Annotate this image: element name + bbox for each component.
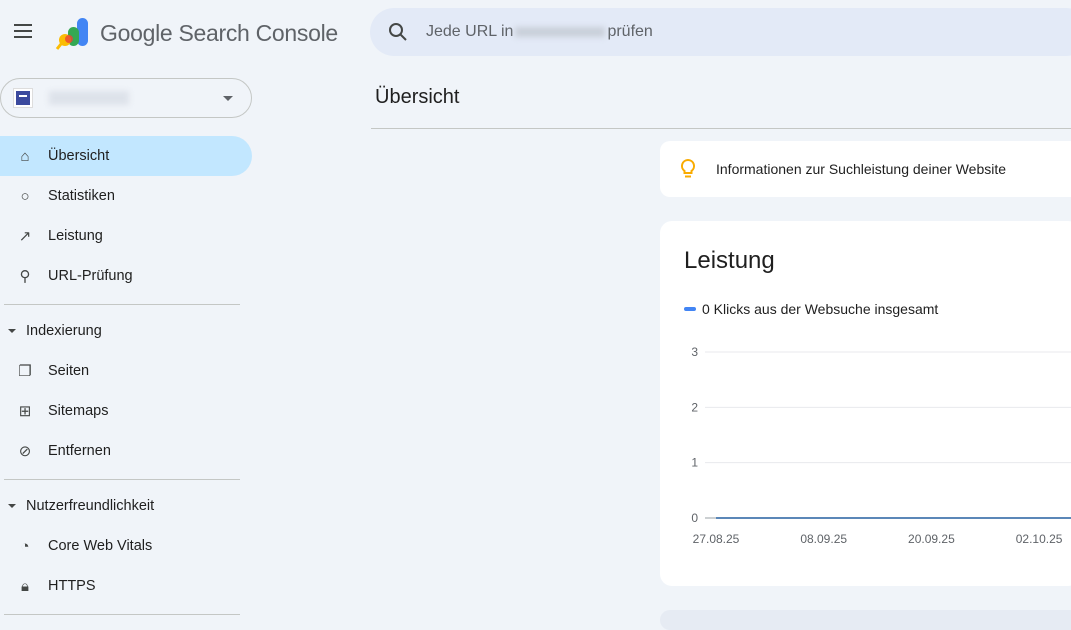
divider	[4, 479, 240, 480]
sidebar-item-label: HTTPS	[48, 578, 96, 594]
redacted-property	[515, 27, 606, 37]
x-tick-label: 27.08.25	[693, 532, 740, 546]
x-tick-label: 20.09.25	[908, 532, 955, 546]
sidebar-item-overview[interactable]: ⌂ Übersicht	[0, 136, 252, 176]
sidebar-item-label: Statistiken	[48, 188, 115, 204]
sidebar-item-performance[interactable]: ↗ Leistung	[0, 216, 252, 256]
legend-swatch	[684, 307, 696, 311]
lightbulb-icon	[680, 158, 696, 178]
search-icon	[389, 23, 407, 41]
sidebar-item-label: Übersicht	[48, 148, 110, 164]
next-card	[660, 610, 1071, 630]
placeholder-prefix: Jede URL in	[426, 23, 514, 40]
caret-down-icon	[8, 329, 16, 337]
sidebar-item-pages[interactable]: ❐ Seiten	[0, 351, 252, 391]
divider	[4, 304, 240, 305]
speed-icon: ◔	[20, 537, 30, 555]
info-banner[interactable]: Informationen zur Suchleistung deiner We…	[660, 141, 1071, 197]
divider	[371, 128, 1071, 129]
sidebar-item-sitemaps[interactable]: ⊞ Sitemaps	[0, 391, 252, 431]
redacted-property-name	[49, 91, 129, 105]
search-placeholder: Jede URL in prüfen	[426, 23, 653, 41]
sidebar-item-label: Leistung	[48, 228, 103, 244]
sidebar-item-label: Seiten	[48, 363, 90, 379]
info-banner-text: Informationen zur Suchleistung deiner We…	[716, 161, 1007, 177]
y-tick-label: 3	[691, 345, 698, 359]
sidebar-item-url-inspection[interactable]: ⚲ URL-Prüfung	[0, 256, 252, 296]
home-icon: ⌂	[20, 147, 30, 165]
y-tick-label: 0	[691, 511, 698, 525]
legend-label: 0 Klicks aus der Websuche insgesamt	[702, 301, 939, 317]
sidebar-item-https[interactable]: 🔒︎ HTTPS	[0, 566, 252, 606]
placeholder-suffix: prüfen	[607, 23, 653, 40]
pages-icon: ❐	[18, 363, 32, 380]
search-icon: ⚲	[19, 268, 31, 285]
section-indexing[interactable]: Indexierung	[8, 323, 102, 339]
sidebar-item-label: Entfernen	[48, 443, 111, 459]
y-tick-label: 1	[691, 456, 698, 470]
sidebar-item-label: Core Web Vitals	[48, 538, 153, 554]
performance-chart: 0 1 2 3 27.08.25 08.09.25 20.09.25 02.10.25	[691, 345, 1071, 546]
caret-down-icon	[8, 504, 16, 512]
card-title: Leistung	[684, 247, 775, 274]
page-title: Übersicht	[375, 86, 460, 108]
x-tick-label: 02.10.25	[1016, 532, 1063, 546]
visibility-off-icon: ⊘	[18, 443, 32, 460]
sidebar-item-removals[interactable]: ⊘ Entfernen	[0, 431, 252, 471]
trending-up-icon: ↗	[18, 228, 32, 245]
app-title: Google Search Console	[100, 20, 338, 46]
sidebar-item-label: Sitemaps	[48, 403, 109, 419]
url-inspection-search[interactable]: Jede URL in prüfen	[370, 8, 1071, 56]
property-selector[interactable]	[0, 78, 252, 118]
sidebar-item-label: URL-Prüfung	[48, 268, 133, 284]
section-label: Nutzerfreundlichkeit	[26, 498, 155, 514]
performance-card[interactable]: Leistung 0 Klicks aus der Websuche insge…	[660, 221, 1071, 586]
search-console-logo	[55, 18, 88, 50]
lightbulb-icon: ○	[20, 187, 30, 205]
divider	[4, 614, 240, 615]
chevron-down-icon	[223, 96, 233, 106]
property-icon	[13, 88, 33, 108]
lock-icon: 🔒︎	[21, 577, 29, 595]
section-experience[interactable]: Nutzerfreundlichkeit	[8, 498, 154, 514]
y-tick-label: 2	[691, 400, 698, 414]
main-menu-button[interactable]	[14, 24, 34, 40]
section-label: Indexierung	[26, 323, 102, 339]
sitemap-icon: ⊞	[18, 403, 32, 420]
x-tick-label: 08.09.25	[800, 532, 847, 546]
chart-legend: 0 Klicks aus der Websuche insgesamt	[684, 301, 938, 317]
sidebar-item-statistics[interactable]: ○ Statistiken	[0, 176, 252, 216]
sidebar-item-core-web-vitals[interactable]: ◔ Core Web Vitals	[0, 526, 252, 566]
